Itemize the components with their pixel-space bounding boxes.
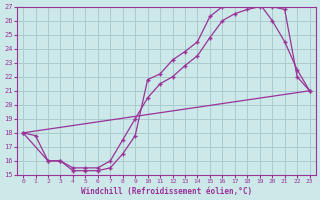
X-axis label: Windchill (Refroidissement éolien,°C): Windchill (Refroidissement éolien,°C) <box>81 187 252 196</box>
